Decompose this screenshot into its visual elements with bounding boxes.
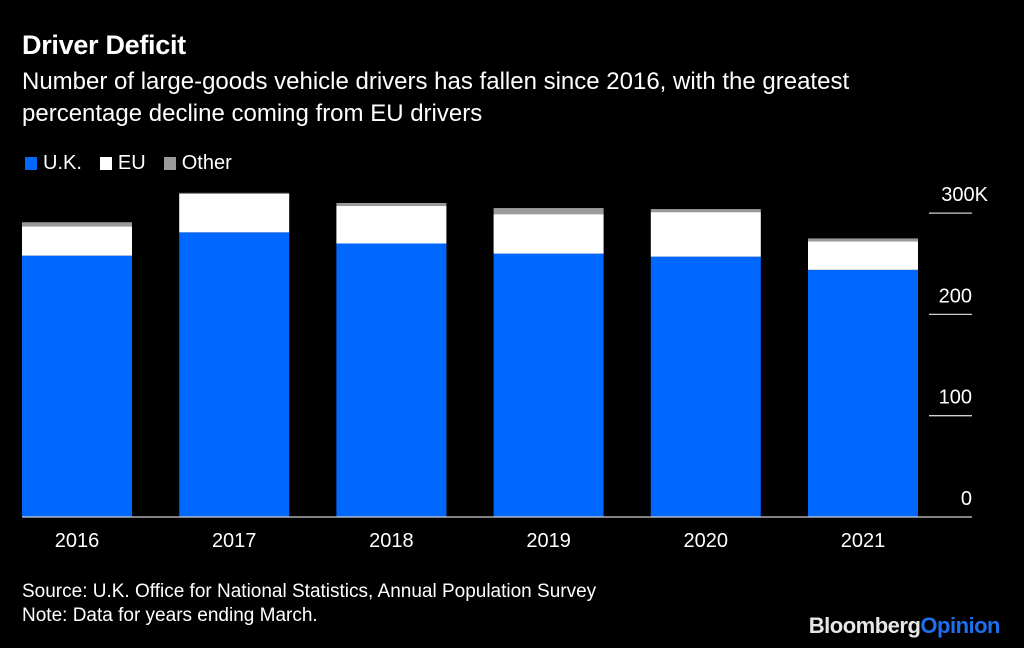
bar-2016-eu bbox=[22, 226, 132, 256]
x-tick-label: 2018 bbox=[369, 530, 414, 552]
bar-2020-uk bbox=[650, 256, 761, 517]
bar-2021-other bbox=[808, 238, 918, 242]
y-tick-label: 300K bbox=[941, 184, 988, 206]
x-tick-label: 2020 bbox=[684, 530, 729, 552]
legend-label-uk: U.K. bbox=[43, 151, 82, 174]
x-tick-label: 2017 bbox=[212, 530, 257, 552]
bar-2018-uk bbox=[336, 243, 447, 518]
x-tick-label: 2021 bbox=[841, 530, 886, 552]
y-tick-label: 0 bbox=[961, 488, 972, 510]
bar-2016-uk bbox=[22, 255, 132, 517]
bar-2017-uk bbox=[179, 232, 290, 518]
legend-item-other: Other bbox=[163, 151, 232, 175]
chart-title: Driver Deficit bbox=[22, 30, 186, 60]
y-tick-label: 100 bbox=[939, 387, 972, 409]
bar-2021-uk bbox=[808, 269, 918, 517]
legend-swatch-other bbox=[163, 156, 176, 170]
data-note: Note: Data for years ending March. bbox=[22, 605, 318, 626]
legend-swatch-eu bbox=[99, 156, 112, 170]
bar-2019-eu bbox=[493, 214, 604, 254]
bar-2017-other bbox=[179, 192, 290, 194]
bar-2021-eu bbox=[808, 241, 918, 270]
bar-2016-other bbox=[22, 222, 132, 227]
legend-label-other: Other bbox=[181, 151, 232, 174]
bloomberg-opinion-logo: BloombergOpinion bbox=[808, 613, 1001, 639]
y-tick-label: 200 bbox=[939, 285, 972, 307]
bar-2018-other bbox=[336, 202, 447, 207]
footer: Source: U.K. Office for National Statist… bbox=[22, 580, 596, 628]
x-tick-label: 2016 bbox=[55, 530, 100, 552]
legend: U.K. EU Other bbox=[25, 150, 250, 176]
legend-label-eu: EU bbox=[117, 151, 146, 174]
chart-subtitle: Number of large-goods vehicle drivers ha… bbox=[22, 68, 850, 127]
legend-swatch-uk bbox=[25, 156, 37, 170]
bar-2019-other bbox=[493, 208, 604, 215]
bar-2020-other bbox=[650, 209, 761, 213]
source-note: Source: U.K. Office for National Statist… bbox=[22, 581, 597, 602]
bar-2018-eu bbox=[336, 206, 447, 244]
legend-item-uk: U.K. bbox=[25, 152, 82, 175]
bar-2017-eu bbox=[179, 193, 290, 233]
bar-2019-uk bbox=[493, 253, 604, 517]
bar-2020-eu bbox=[650, 212, 761, 257]
legend-item-eu: EU bbox=[99, 151, 146, 175]
brand-bloomberg: Bloomberg bbox=[808, 613, 921, 638]
x-tick-label: 2019 bbox=[526, 530, 571, 552]
brand-opinion: Opinion bbox=[920, 613, 1000, 638]
